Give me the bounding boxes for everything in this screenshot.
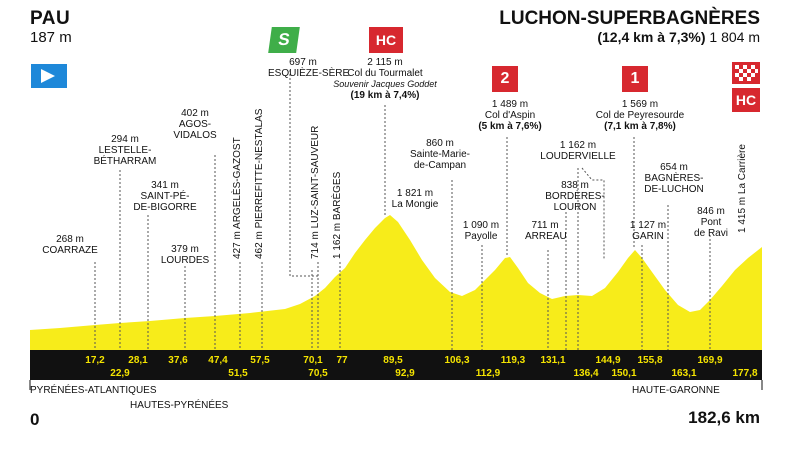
km-bottom: 22,9 [110, 368, 130, 379]
point-tourmalet: 2 115 m Col du Tourmalet Souvenir Jacques … [333, 57, 437, 101]
km-bar [30, 350, 762, 380]
point-coarraze: 268 m COARRAZE [42, 234, 98, 256]
vlabel-bareges: 1 162 m BARÈGES [332, 171, 343, 259]
leader-esquieze [289, 70, 318, 277]
km-top: 169,9 [697, 355, 723, 366]
cat1-badge-label: 1 [630, 70, 640, 87]
point-lestelle: 294 m LESTELLE- BÉTHARRAM [93, 134, 157, 167]
region-hautes-pyrenees: HAUTES-PYRÉNÉES [130, 400, 229, 411]
km-bottom: 70,5 [308, 368, 328, 379]
km-top: 17,2 [85, 355, 105, 366]
km-top: 57,5 [250, 355, 270, 366]
km-bottom: 112,9 [475, 368, 501, 379]
vlabel-argeles: 427 m ARGELÈS-GAZOST [232, 137, 243, 259]
point-arreau: 711 m ARREAU [525, 220, 567, 242]
vlabel-pierrefitte: 462 m PIERREFITTE-NESTALAS [254, 108, 265, 259]
km-top: 106,3 [444, 355, 470, 366]
region-haute-garonne: HAUTE-GARONNE [632, 385, 720, 396]
vlabel-la-carriere: 1 415 m La Carrière [737, 144, 748, 233]
km-bottom: 177,8 [732, 368, 758, 379]
cat1-badge-icon: 1 [622, 66, 648, 92]
point-aspin: 1 489 m Col d'Aspin (5 km à 7,6%) [478, 99, 542, 132]
point-la-mongie: 1 821 m La Mongie [391, 188, 439, 210]
point-garin: 1 127 m GARIN [629, 220, 667, 242]
start-town: PAU [30, 8, 71, 29]
km-top: 89,5 [383, 355, 403, 366]
point-loudervielle: 1 162 m LOUDERVIELLE [540, 140, 616, 162]
finish-altitude: 1 804 m [709, 29, 760, 45]
start-altitude: 187 m [30, 29, 72, 46]
km-bottom: 163,1 [671, 368, 697, 379]
point-payolle: 1 090 m Payolle [462, 220, 500, 242]
region-pyrenees-atlantiques: PYRÉNÉES-ATLANTIQUES [30, 385, 157, 396]
km-top: 47,4 [208, 355, 228, 366]
km-top: 70,1 [303, 355, 323, 366]
hc-badge-label: HC [375, 32, 397, 48]
hc-badge-icon: HC [369, 27, 403, 53]
cat2-badge-icon: 2 [492, 66, 518, 92]
km-top: 77 [336, 355, 348, 366]
finish-hc-badge-label: HC [735, 92, 757, 108]
finish-flag-icon [732, 62, 760, 84]
point-peyresourde: 1 569 m Col de Peyresourde (7,1 km à 7,8%) [595, 99, 685, 132]
vlabel-luz: 714 m LUZ-SAINT-SAUVEUR [310, 125, 321, 259]
distance-start: 0 [30, 410, 40, 429]
km-bottom: 51,5 [228, 368, 248, 379]
distance-end: 182,6 km [688, 408, 760, 427]
finish-hc-badge-icon: HC [732, 88, 760, 112]
km-bottom: 150,1 [611, 368, 637, 379]
km-top: 28,1 [128, 355, 148, 366]
point-lourdes: 379 m LOURDES [160, 244, 210, 266]
point-pont-de-ravi: 846 m Pont de Ravi [694, 206, 728, 239]
point-saint-pe: 341 m SAINT-PÉ- DE-BIGORRE [133, 180, 197, 213]
profile-area [30, 215, 762, 350]
point-bagneres: 654 m BAGNÈRES- DE-LUCHON [644, 162, 704, 195]
km-top: 155,8 [637, 355, 663, 366]
point-agos: 402 m AGOS- VIDALOS [173, 108, 217, 141]
km-bottom: 136,4 [573, 368, 599, 379]
finish-town: LUCHON-SUPERBAGNÈRES [499, 8, 760, 29]
km-top: 119,3 [500, 355, 526, 366]
leader-lines [94, 155, 711, 350]
finish-climb: (12,4 km à 7,3%) [597, 29, 706, 45]
km-bottom: 92,9 [395, 368, 415, 379]
km-top: 131,1 [540, 355, 566, 366]
finish-detail: (12,4 km à 7,3%) 1 804 m [597, 29, 760, 45]
km-top: 144,9 [595, 355, 621, 366]
km-top: 37,6 [168, 355, 188, 366]
start-flag-icon [31, 64, 67, 88]
point-sainte-marie: 860 m Sainte-Marie- de-Campan [409, 138, 471, 171]
point-esquieze: 697 m ESQUIÈZE-SÈRE [268, 57, 350, 79]
cat2-badge-label: 2 [500, 70, 510, 87]
point-borderes: 838 m BORDÈRES- LOURON [545, 180, 605, 213]
